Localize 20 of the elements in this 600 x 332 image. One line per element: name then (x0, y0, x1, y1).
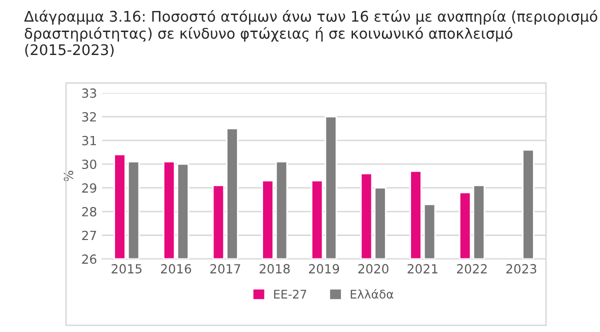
x-tick-label: 2021 (408, 264, 438, 274)
y-tick-label: 26 (82, 254, 96, 264)
y-tick-label: 31 (82, 136, 96, 146)
x-tick-label: 2023 (506, 264, 536, 274)
x-tick-label: 2017 (210, 264, 240, 274)
y-tick-label: 33 (82, 88, 96, 98)
legend-label: Ελλάδα (350, 289, 394, 299)
y-tick-label: 32 (82, 112, 96, 122)
x-tick-label: 2018 (260, 264, 290, 274)
x-tick-label: 2015 (112, 264, 142, 274)
y-tick-label: 30 (82, 160, 96, 170)
x-tick-label: 2022 (457, 264, 487, 274)
x-tick-label: 2016 (161, 264, 192, 274)
legend-label: ΕΕ-27 (274, 290, 306, 298)
x-tick-label: 2019 (309, 264, 340, 274)
x-tick-label: 2020 (358, 264, 388, 274)
y-tick-label: 29 (82, 183, 96, 193)
y-tick-label: 28 (82, 207, 96, 216)
chart-title: Διάγραμμα 3.16: Ποσοστό ατόμων άνω των 16 ετών με αναπηρία (περιορισμό δραστηριότητας) σε κίνδυνο φτώχειας ή σε κοινωνικό αποκλεισμό (2015-2023) (24, 10, 598, 57)
y-tick-label: 27 (82, 230, 96, 240)
